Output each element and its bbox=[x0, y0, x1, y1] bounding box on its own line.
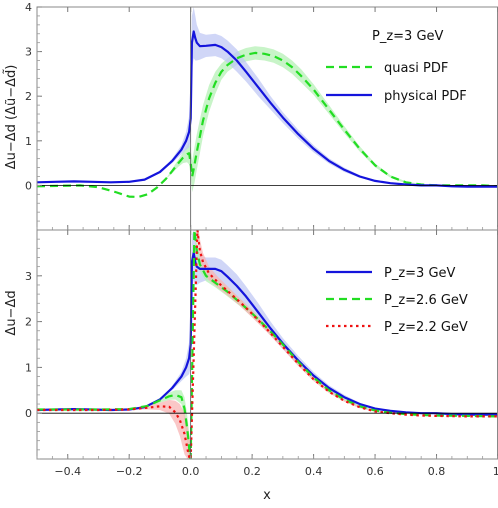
top-uncertainty-bands bbox=[37, 7, 498, 198]
top-y-ticks: 0 1 2 3 4 bbox=[25, 1, 42, 231]
bot-x-tick-label: −0.2 bbox=[116, 465, 143, 478]
bot-x-tick-label: 0.2 bbox=[243, 465, 261, 478]
top-y-tick-label: 0 bbox=[25, 179, 32, 192]
bottom-legend: P_z=3 GeV P_z=2.6 GeV P_z=2.2 GeV bbox=[326, 266, 468, 335]
bot-y-tick-label: 1 bbox=[25, 361, 32, 374]
bot-x-tick-label: 0.4 bbox=[305, 465, 323, 478]
bot-band-0 bbox=[37, 230, 498, 415]
bot-x-tick-label: 1. bbox=[493, 465, 498, 478]
top-y-tick-label: 4 bbox=[25, 1, 32, 14]
top-y-tick-label: 2 bbox=[25, 90, 32, 103]
top-series-line-0 bbox=[37, 51, 498, 199]
bottom-x-ticks: −0.4 −0.2 0.0 0.2 0.4 0.6 0.8 1. bbox=[36, 230, 498, 478]
top-y-axis-label: Δu−Δd (Δũ−Δd̃) bbox=[4, 65, 19, 170]
top-legend-label-physical: physical PDF bbox=[384, 89, 467, 104]
bottom-legend-label-pz3: P_z=3 GeV bbox=[384, 266, 456, 281]
bot-y-tick-label: 0 bbox=[25, 407, 32, 420]
bot-x-tick-label: 0.6 bbox=[366, 465, 384, 478]
bottom-panel: 0 1 2 3 −0.4 −0.2 0.0 0.2 0.4 0.6 0.8 1. Δu−Δd x P… bbox=[4, 229, 498, 503]
top-legend-title: P_z=3 GeV bbox=[372, 29, 444, 44]
bot-x-tick-label: 0.8 bbox=[428, 465, 446, 478]
bot-y-tick-label: 3 bbox=[25, 270, 32, 283]
bottom-uncertainty-bands bbox=[37, 230, 498, 459]
bottom-y-ticks: 0 1 2 3 bbox=[25, 238, 42, 460]
top-band-1 bbox=[37, 7, 498, 187]
bottom-legend-label-pz26: P_z=2.6 GeV bbox=[384, 293, 468, 308]
top-series-line-1 bbox=[37, 30, 498, 188]
bot-series-line-0 bbox=[37, 251, 498, 416]
bottom-series-lines bbox=[37, 230, 498, 459]
top-panel: 0 1 2 3 4 Δu−Δd (Δũ−Δd̃) P_z=3 GeV quasi PDF… bbox=[4, 1, 498, 231]
bot-y-tick-label: 2 bbox=[25, 316, 32, 329]
bot-x-tick-label: −0.4 bbox=[54, 465, 81, 478]
x-axis-label: x bbox=[263, 488, 271, 503]
top-legend: P_z=3 GeV quasi PDF physical PDF bbox=[326, 29, 467, 104]
top-y-tick-label: 1 bbox=[25, 135, 32, 148]
bottom-y-axis-label: Δu−Δd bbox=[4, 290, 19, 335]
bot-x-tick-label: 0.0 bbox=[182, 465, 200, 478]
bottom-legend-label-pz22: P_z=2.2 GeV bbox=[384, 320, 468, 335]
top-series-lines bbox=[37, 30, 498, 199]
top-y-tick-label: 3 bbox=[25, 46, 32, 59]
top-legend-label-quasi: quasi PDF bbox=[384, 61, 448, 76]
